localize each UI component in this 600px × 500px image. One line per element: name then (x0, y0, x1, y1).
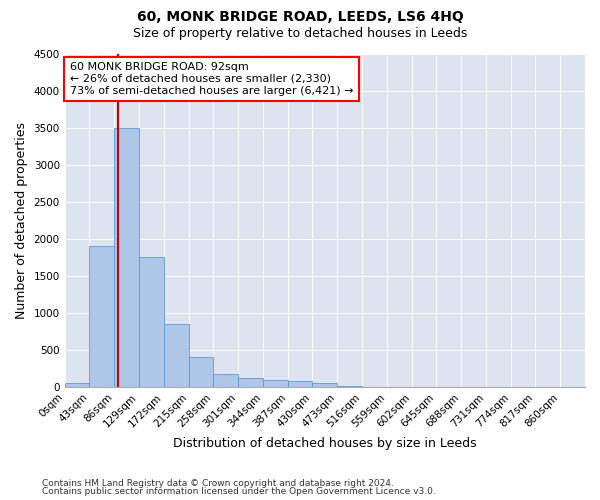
Text: 60 MONK BRIDGE ROAD: 92sqm
← 26% of detached houses are smaller (2,330)
73% of s: 60 MONK BRIDGE ROAD: 92sqm ← 26% of deta… (70, 62, 353, 96)
Bar (164, 324, 188, 387)
Text: Contains HM Land Registry data © Crown copyright and database right 2024.: Contains HM Land Registry data © Crown c… (42, 478, 394, 488)
Text: Contains public sector information licensed under the Open Government Licence v3: Contains public sector information licen… (42, 487, 436, 496)
Bar (263, 380, 287, 387)
Bar (188, 358, 214, 387)
Bar (287, 381, 313, 387)
Text: Size of property relative to detached houses in Leeds: Size of property relative to detached ho… (133, 28, 467, 40)
Text: 60, MONK BRIDGE ROAD, LEEDS, LS6 4HQ: 60, MONK BRIDGE ROAD, LEEDS, LS6 4HQ (137, 10, 463, 24)
Bar (65, 383, 89, 387)
X-axis label: Distribution of detached houses by size in Leeds: Distribution of detached houses by size … (173, 437, 476, 450)
Bar (238, 378, 263, 387)
Y-axis label: Number of detached properties: Number of detached properties (15, 122, 28, 319)
Bar (114, 128, 139, 387)
Bar (214, 374, 238, 387)
Bar (313, 383, 337, 387)
Bar (89, 246, 114, 387)
Bar (139, 258, 164, 387)
Bar (337, 386, 362, 387)
